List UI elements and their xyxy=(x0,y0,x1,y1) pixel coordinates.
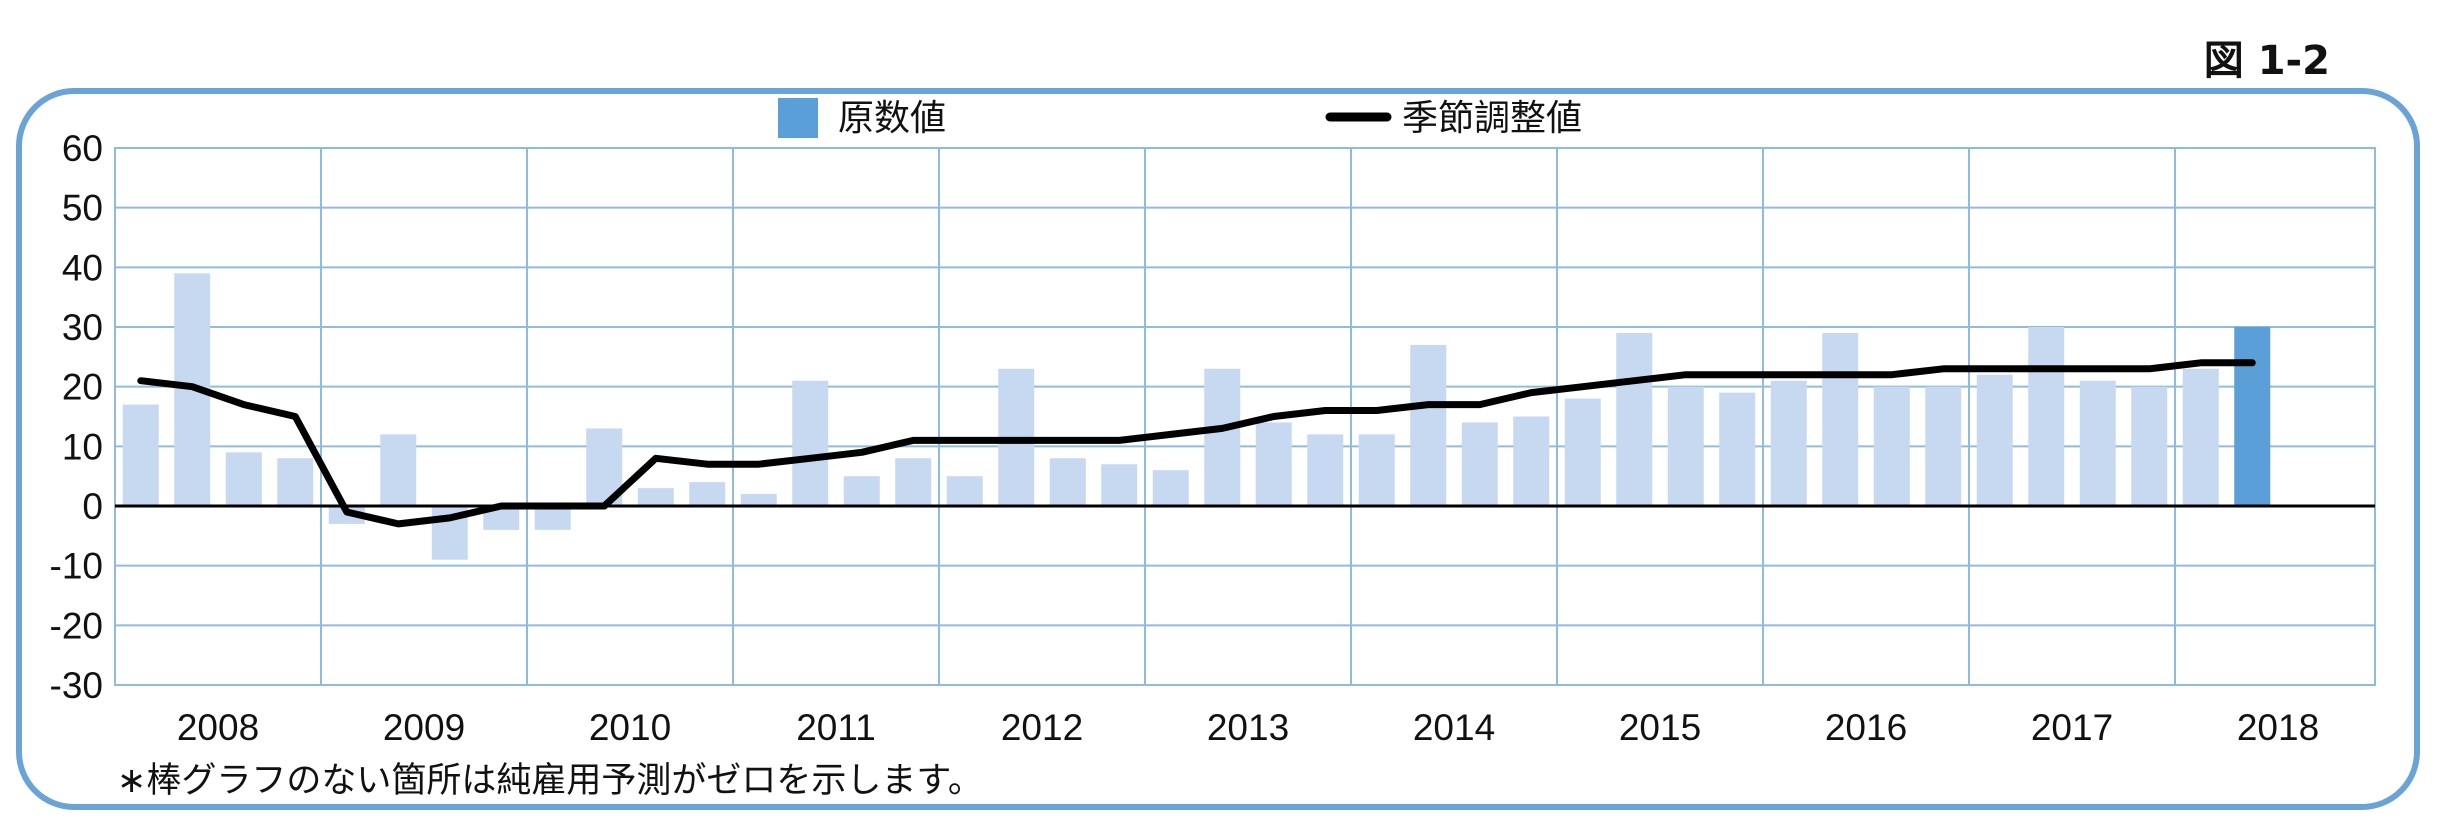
x-tick-label: 2009 xyxy=(383,707,465,748)
bar xyxy=(740,494,777,506)
y-tick-label: -30 xyxy=(50,665,103,706)
y-tick-label: 20 xyxy=(62,367,103,408)
bar xyxy=(1204,368,1241,506)
bar xyxy=(946,476,983,506)
bar xyxy=(1255,422,1292,506)
bar xyxy=(843,476,880,506)
footnote: ∗棒グラフのない箇所は純雇用予測がゼロを示します。 xyxy=(117,761,983,801)
bar xyxy=(1358,434,1395,506)
y-tick-label: -20 xyxy=(50,605,103,646)
bar xyxy=(122,404,159,506)
bar xyxy=(380,434,417,506)
legend-label-seasonal: 季節調整値 xyxy=(1402,98,1582,139)
x-tick-label: 2010 xyxy=(589,707,671,748)
bar xyxy=(1616,332,1653,506)
x-tick-label: 2017 xyxy=(2031,707,2113,748)
y-tick-label: 40 xyxy=(62,247,103,288)
bar xyxy=(1770,380,1807,506)
x-tick-label: 2008 xyxy=(177,707,259,748)
y-tick-label: 30 xyxy=(62,307,103,348)
y-tick-label: 0 xyxy=(82,486,103,527)
x-tick-label: 2012 xyxy=(1001,707,1083,748)
bar xyxy=(1513,416,1550,506)
bar xyxy=(1873,386,1910,506)
bar xyxy=(1925,386,1962,506)
bar xyxy=(2234,327,2271,506)
bar xyxy=(792,380,829,506)
x-tick-label: 2011 xyxy=(796,707,876,748)
figure-label: 図 1-2 xyxy=(2203,38,2330,84)
bar xyxy=(689,482,726,506)
bar xyxy=(1049,458,1086,506)
bar xyxy=(2131,386,2168,506)
legend-label-raw: 原数値 xyxy=(838,98,946,139)
y-tick-label: 50 xyxy=(62,188,103,229)
y-tick-label: 60 xyxy=(62,128,103,169)
series-line-seasonal xyxy=(137,359,2256,528)
bar xyxy=(1410,344,1447,506)
bar xyxy=(277,458,314,506)
bars xyxy=(122,273,2271,560)
bar xyxy=(895,458,932,506)
legend-swatch-raw xyxy=(778,98,818,138)
bar xyxy=(2182,368,2219,506)
chart-frame xyxy=(16,88,2420,810)
bar xyxy=(2028,327,2065,506)
bar xyxy=(483,506,520,530)
bar xyxy=(1564,398,1601,506)
x-tick-label: 2018 xyxy=(2237,707,2319,748)
bar xyxy=(534,506,571,530)
bar xyxy=(225,452,262,506)
x-tick-label: 2014 xyxy=(1413,707,1495,748)
bar xyxy=(1461,422,1498,506)
bar xyxy=(1152,470,1189,506)
bar xyxy=(1976,374,2013,506)
bar xyxy=(1667,386,1704,506)
x-tick-label: 2016 xyxy=(1825,707,1907,748)
bar xyxy=(1822,332,1859,506)
x-tick-label: 2015 xyxy=(1619,707,1701,748)
bar xyxy=(1307,434,1344,506)
x-tick-label: 2013 xyxy=(1207,707,1289,748)
legend: 原数値 季節調整値 xyxy=(778,98,1582,139)
y-tick-label: 10 xyxy=(62,426,103,467)
bar xyxy=(637,488,674,506)
bar xyxy=(1719,392,1756,506)
bar xyxy=(1101,464,1138,506)
bar xyxy=(2079,380,2116,506)
line-series xyxy=(137,359,2256,528)
y-tick-label: -10 xyxy=(50,546,103,587)
